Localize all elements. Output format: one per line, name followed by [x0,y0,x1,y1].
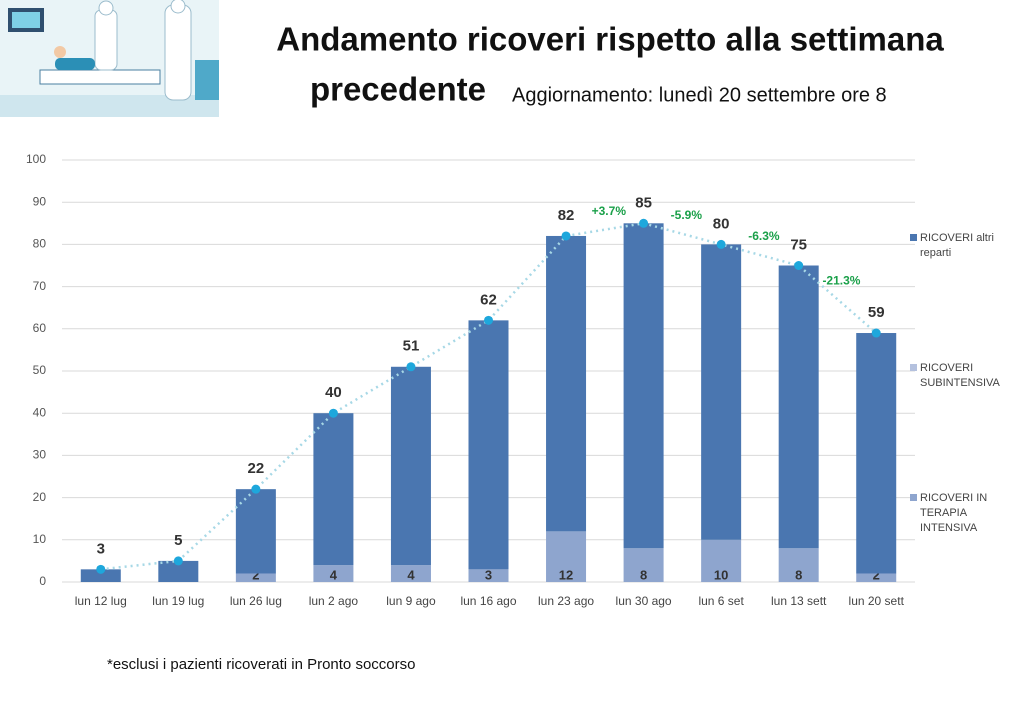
total-point [871,328,881,338]
total-label: 75 [790,236,807,253]
chart-subtitle: Aggiornamento: lunedì 20 settembre ore 8 [512,84,887,106]
x-tick-label: lun 23 ago [538,594,594,608]
x-tick-label: lun 19 lug [152,594,204,608]
total-point [639,218,649,228]
change-label: +3.7% [592,204,627,218]
y-tick-label: 60 [33,321,47,335]
bar-segment [856,573,897,582]
footnote: *esclusi i pazienti ricoverati in Pronto… [107,656,415,673]
total-point [794,261,804,270]
data-label: 4 [330,567,338,582]
total-point [716,239,726,249]
y-tick-label: 10 [33,532,47,546]
change-label: -5.9% [671,208,703,222]
y-tick-label: 90 [33,194,47,208]
x-tick-label: lun 20 sett [849,594,905,608]
total-point [328,408,338,418]
bar-segment [313,565,354,582]
y-tick-label: 80 [33,237,47,251]
total-label: 40 [325,384,342,401]
bar-segment [235,573,276,582]
y-tick-label: 40 [33,405,47,419]
header-illustration [0,0,219,117]
x-tick-label: lun 9 ago [386,594,436,608]
bar-segment [546,531,587,582]
total-point [484,315,493,325]
bar-segment [546,235,587,532]
total-label: 51 [403,338,420,355]
x-tick-label: lun 6 set [698,594,744,608]
legend-swatch [910,494,917,501]
bar-segment [313,413,354,566]
data-label: 2 [873,567,880,582]
change-label: -21.3% [822,273,860,287]
data-label: 12 [559,567,573,582]
bar-segment [158,560,199,582]
data-label: 4 [407,567,415,582]
bar-segment [856,333,897,574]
bar-segment [778,548,819,582]
data-label: 2 [252,567,259,582]
bar-segment [80,569,121,582]
y-tick-label: 30 [33,448,47,462]
legend-label: RICOVERI SUBINTENSIVA [920,362,1001,389]
data-label: 10 [714,567,728,582]
total-label: 62 [480,291,497,308]
bar-segment [390,366,431,566]
total-label: 85 [635,194,652,211]
total-point [96,564,106,574]
bar-segment [701,244,742,540]
total-label: 59 [868,304,885,321]
total-point [173,556,183,566]
data-label: 8 [640,567,647,582]
total-label: 3 [97,540,105,557]
bar-segment [235,489,276,574]
total-label: 5 [174,532,182,549]
data-label: 3 [485,567,492,582]
legend-swatch [910,234,917,241]
x-tick-label: lun 2 ago [309,594,359,608]
bar-segment [390,565,431,582]
chart-title: precedente [310,71,486,108]
total-label: 80 [713,215,730,232]
total-label: 82 [558,207,575,224]
total-point [251,484,261,494]
total-label: 22 [248,460,265,477]
bar-segment [623,548,664,582]
bar-segment [701,539,742,582]
total-point [561,231,571,241]
y-tick-label: 0 [39,574,46,588]
y-tick-label: 20 [33,490,47,504]
x-tick-label: lun 30 ago [616,594,672,608]
change-label: -6.3% [748,229,780,243]
bar-segment [468,569,509,582]
bar-segment [623,223,664,549]
total-point [406,362,416,372]
x-tick-label: lun 16 ago [460,594,516,608]
bar-segment [778,265,819,549]
y-tick-label: 70 [33,279,47,293]
y-tick-label: 50 [33,363,47,377]
x-tick-label: lun 13 sett [771,594,827,608]
data-label: 8 [795,567,802,582]
chart-title: Andamento ricoveri rispetto alla settima… [276,21,944,58]
legend-label: RICOVERI IN TERAPIA INTENSIVA [920,492,987,534]
bar-segment [468,320,509,570]
x-tick-label: lun 12 lug [75,594,127,608]
legend-swatch [910,364,917,371]
y-tick-label: 100 [26,152,46,166]
legend-label: RICOVERI altri reparti [920,232,994,259]
x-tick-label: lun 26 lug [230,594,282,608]
